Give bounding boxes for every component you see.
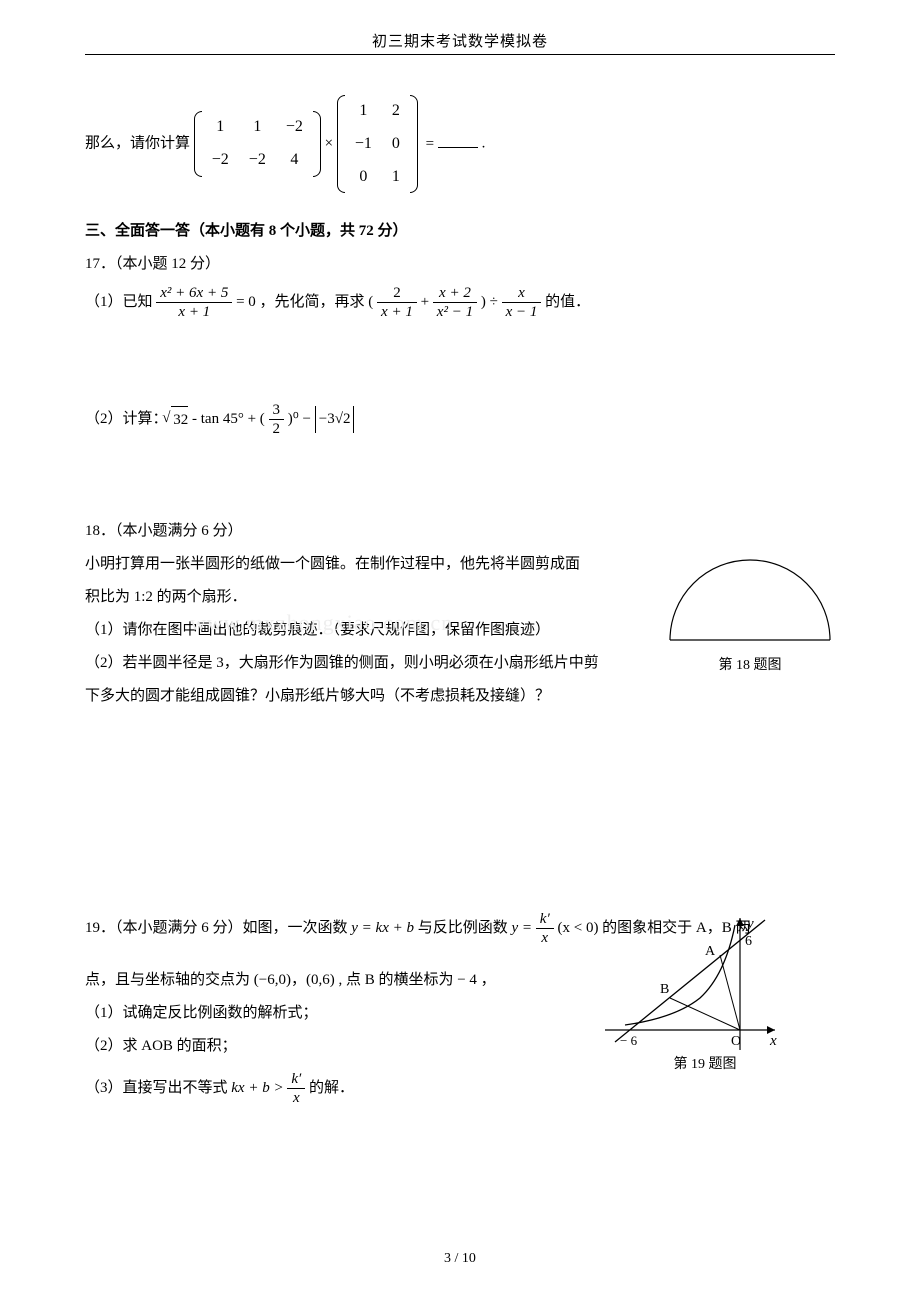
q16-line: 那么，请你计算 11−2 −2−24 × 12 −10 01 = .	[85, 95, 835, 193]
label-o: O	[731, 1034, 741, 1049]
q19-l4eq: kx + b >	[231, 1080, 287, 1096]
answer-blank	[438, 132, 478, 148]
cell: 4	[276, 144, 313, 177]
den: x + 1	[156, 303, 232, 321]
div: ) ÷	[481, 294, 502, 310]
num: x + 2	[433, 284, 477, 303]
num: 3	[269, 401, 285, 420]
frac3: x + 2 x² − 1	[433, 284, 477, 321]
cell: −2	[202, 144, 239, 177]
cell: 0	[345, 161, 382, 194]
den: x	[536, 929, 554, 947]
den: x + 1	[377, 303, 417, 321]
q17-p1-prefix: （1）已知	[85, 294, 153, 310]
q19-eq1: y = kx + b	[351, 920, 414, 936]
q19-l4a: （3）直接写出不等式	[85, 1080, 231, 1096]
q17-p1: （1）已知 x² + 6x + 5 x + 1 = 0 ，先化简，再求 ( 2 …	[85, 284, 835, 321]
q17-p1-mid: = 0 ，先化简，再求 (	[236, 294, 373, 310]
den: 2	[269, 420, 285, 438]
q18-l1: 小明打算用一张半圆形的纸做一个圆锥。在制作过程中，他先将半圆剪成面	[85, 551, 625, 578]
frac5: 3 2	[269, 401, 285, 438]
q19-l4b: 的解．	[309, 1080, 354, 1096]
label-b: B	[660, 982, 669, 997]
cell: 0	[382, 128, 410, 161]
q17-p2-c: )⁰ −	[288, 411, 315, 427]
q19-b: 与反比例函数	[418, 920, 512, 936]
matrix-b: 12 −10 01	[337, 95, 418, 193]
q16-prefix: 那么，请你计算	[85, 136, 190, 152]
q17-p2-b: - tan 45° + (	[192, 411, 265, 427]
plus: +	[421, 294, 433, 310]
label-a: A	[705, 944, 716, 959]
cell: 2	[382, 95, 410, 128]
section3-heading: 三、全面答一答（本小题有 8 个小题，共 72 分）	[85, 218, 835, 245]
q19-l4: （3）直接写出不等式 kx + b > k′ x 的解．	[85, 1070, 835, 1107]
den: x − 1	[502, 303, 542, 321]
sqrt32: √√3232	[171, 406, 188, 434]
q17-p2-prefix: （2）计算：	[85, 411, 168, 427]
num: 2	[377, 284, 417, 303]
abs-val: −3√2	[315, 406, 355, 433]
cell: −2	[239, 144, 276, 177]
label-n6: − 6	[620, 1033, 638, 1048]
q19-frac: k′ x	[536, 910, 554, 947]
q18-caption: 第 18 题图	[665, 654, 835, 674]
den: x² − 1	[433, 303, 477, 321]
q19-l4-frac: k′ x	[287, 1070, 305, 1107]
q18-l5: 下多大的圆才能组成圆锥？小扇形纸片够大吗（不考虑损耗及接缝）？	[85, 683, 625, 710]
eq-sign: =	[426, 136, 434, 152]
num: x² + 6x + 5	[156, 284, 232, 303]
q17-p2: （2）计算： √√3232 - tan 45° + ( 3 2 )⁰ − −3√…	[85, 401, 835, 438]
q18-figure: 第 18 题图	[665, 555, 835, 674]
q18-l2: 积比为 1:2 的两个扇形．	[85, 584, 625, 611]
cell: −2	[276, 111, 313, 144]
q17-p1-suffix: 的值．	[545, 294, 590, 310]
q18-l4: （2）若半圆半径是 3，大扇形作为圆锥的侧面，则小明必须在小扇形纸片中剪	[85, 650, 625, 677]
q19-figure: y x 6 A B − 6 O 第 19 题图	[605, 910, 785, 1073]
mult-op: ×	[325, 136, 333, 152]
matrix-a: 11−2 −2−24	[194, 111, 321, 177]
cell: 1	[202, 111, 239, 144]
cell: 1	[345, 95, 382, 128]
page-header: 初三期末考试数学模拟卷	[85, 30, 835, 55]
cell: −1	[345, 128, 382, 161]
label-6: 6	[745, 934, 752, 949]
q19-eq2y: y =	[512, 920, 536, 936]
num: k′	[287, 1070, 305, 1089]
den: x	[287, 1089, 305, 1107]
period: .	[482, 136, 486, 152]
q18-head: 18．（本小题满分 6 分）	[85, 518, 835, 545]
num: x	[502, 284, 542, 303]
q18-l3: （1）请你在图中画出他的裁剪痕迹．（要求尺规作图，保留作图痕迹）	[85, 617, 625, 644]
frac4: x x − 1	[502, 284, 542, 321]
q19-a: 19．（本小题满分 6 分）如图，一次函数	[85, 920, 351, 936]
axis-y-label: y	[745, 916, 754, 932]
num: k′	[536, 910, 554, 929]
axis-x-label: x	[769, 1033, 777, 1049]
q17-head: 17．（本小题 12 分）	[85, 251, 835, 278]
page-footer: 3 / 10	[0, 1251, 920, 1267]
cell: 1	[382, 161, 410, 194]
frac2: 2 x + 1	[377, 284, 417, 321]
frac1: x² + 6x + 5 x + 1	[156, 284, 232, 321]
cell: 1	[239, 111, 276, 144]
